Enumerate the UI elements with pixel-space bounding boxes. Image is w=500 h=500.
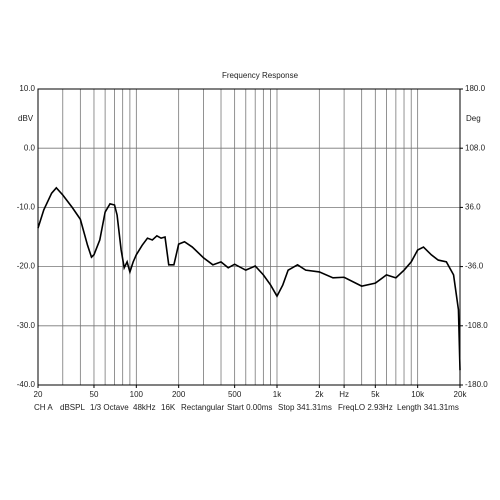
footer-info: 1/3 Octave bbox=[90, 403, 129, 412]
footer-info: 48kHz bbox=[133, 403, 156, 412]
footer-info: Start 0.00ms bbox=[227, 403, 272, 412]
footer-info: dBSPL bbox=[60, 403, 85, 412]
y2-tick-label: -180.0 bbox=[465, 380, 488, 389]
plot-frame bbox=[37, 88, 461, 386]
footer-info: Length 341.31ms bbox=[397, 403, 459, 412]
y-tick-label: -40.0 bbox=[17, 380, 36, 389]
y2-axis-label: Deg bbox=[466, 114, 481, 123]
x-tick-label: 10k bbox=[411, 390, 425, 399]
footer-info: FreqLO 2.93Hz bbox=[338, 403, 393, 412]
y-tick-label: -30.0 bbox=[17, 321, 36, 330]
y-tick-label: 0.0 bbox=[24, 143, 36, 152]
footer-info: CH A bbox=[34, 403, 53, 412]
y-axis-label: dBV bbox=[18, 114, 34, 123]
footer-info: 16K bbox=[161, 403, 176, 412]
x-tick-label: Hz bbox=[339, 390, 349, 399]
x-tick-label: 200 bbox=[172, 390, 186, 399]
footer-info: Rectangular bbox=[181, 403, 224, 412]
footer-info: Stop 341.31ms bbox=[278, 403, 332, 412]
x-tick-label: 500 bbox=[228, 390, 242, 399]
y-tick-label: -20.0 bbox=[17, 262, 36, 271]
x-tick-label: 2k bbox=[315, 390, 324, 399]
y2-tick-label: 108.0 bbox=[465, 143, 486, 152]
y2-tick-label: -108.0 bbox=[465, 321, 488, 330]
y2-tick-label: 36.0 bbox=[465, 203, 481, 212]
x-tick-label: 1k bbox=[273, 390, 282, 399]
x-tick-label: 100 bbox=[130, 390, 144, 399]
chart-title: Frequency Response bbox=[222, 71, 299, 80]
x-tick-label: 20 bbox=[34, 390, 43, 399]
y2-tick-label: -36.0 bbox=[465, 262, 484, 271]
x-tick-label: 20k bbox=[454, 390, 468, 399]
response-line bbox=[37, 186, 461, 371]
y-tick-label: -10.0 bbox=[17, 203, 36, 212]
y2-tick-label: 180.0 bbox=[465, 84, 486, 93]
x-tick-label: 5k bbox=[371, 390, 380, 399]
y-tick-label: 10.0 bbox=[19, 84, 35, 93]
x-tick-label: 50 bbox=[90, 390, 99, 399]
